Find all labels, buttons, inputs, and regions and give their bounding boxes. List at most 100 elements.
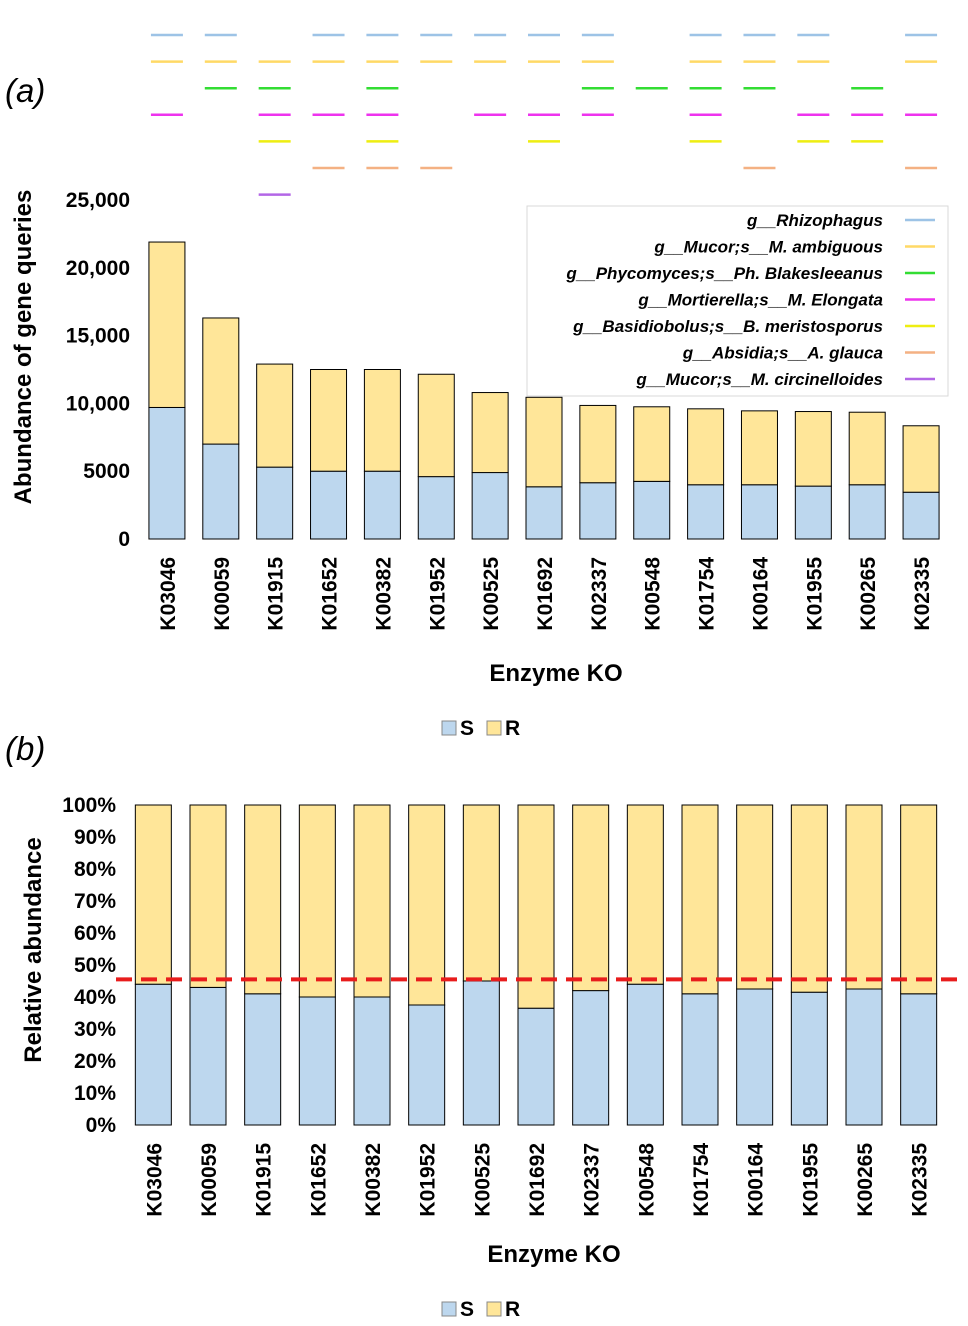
legend-swatch-s — [441, 720, 457, 736]
bar-segment-s — [244, 993, 282, 1126]
y-tick-label: 25,000 — [66, 189, 130, 212]
y-tick-label: 80% — [74, 858, 116, 881]
bar-segment-r — [902, 425, 940, 493]
bar-segment-r — [256, 363, 294, 468]
bar-segment-s — [353, 996, 391, 1126]
x-tick-label: K01652 — [319, 557, 342, 631]
bar-segment-s — [845, 988, 883, 1126]
x-tick-label: K02337 — [588, 557, 611, 631]
y-tick-label: 0% — [86, 1114, 117, 1137]
bar-segment-s — [900, 993, 938, 1126]
bar-segment-r — [736, 804, 774, 990]
x-tick-label: K00059 — [198, 1143, 221, 1217]
bar-segment-r — [579, 404, 617, 484]
x-tick-label: K00525 — [480, 557, 503, 631]
bar-segment-r — [202, 317, 240, 445]
x-tick-label: K02335 — [909, 1143, 932, 1217]
y-tick-label: 50% — [74, 954, 116, 977]
x-tick-label: K00265 — [857, 557, 880, 631]
bar-segment-r — [687, 408, 725, 486]
bar-segment-r — [517, 804, 555, 1009]
x-tick-label: K00382 — [362, 1143, 385, 1217]
bar-segment-s — [148, 406, 186, 540]
bar-segment-s — [310, 470, 348, 540]
taxa-presence-grid — [150, 33, 938, 196]
bar-segment-s — [134, 983, 172, 1126]
x-tick-label: K01915 — [253, 1143, 276, 1217]
y-tick-label: 100% — [62, 794, 116, 817]
bar-segment-r — [148, 241, 186, 408]
bar-segment-s — [363, 470, 401, 540]
bar-segment-s — [525, 486, 563, 540]
bar-segment-r — [298, 804, 336, 998]
y-tick-label: 30% — [74, 1018, 116, 1041]
chart-a: 0 5000 10,000 15,000 20,000 25,000 K03046 K000… — [10, 33, 949, 740]
bar-segment-s — [471, 472, 509, 540]
legend-label-s: S — [460, 1298, 474, 1321]
x-tick-label: K00548 — [635, 1143, 658, 1217]
x-tick-label: K01692 — [526, 1143, 549, 1217]
x-tick-label: K00164 — [745, 1143, 768, 1217]
legend-label-r: R — [505, 1298, 520, 1321]
chart-a-y-axis: 0 5000 10,000 15,000 20,000 25,000 — [66, 189, 130, 551]
bar-segment-r — [572, 804, 610, 992]
chart-b-x-ticks: K03046 K00059 K01915 K01652 K00382 K01952 K005… — [143, 1143, 931, 1217]
bar-segment-r — [462, 804, 500, 982]
bar-segment-r — [408, 804, 446, 1006]
x-tick-label: K03046 — [143, 1143, 166, 1217]
taxa-legend-label: g__Mucor;s__M. circinelloides — [635, 370, 883, 389]
bar-segment-s — [408, 1004, 446, 1126]
bar-segment-r — [189, 804, 227, 988]
bar-segment-s — [681, 993, 719, 1126]
bar-segment-s — [687, 484, 725, 540]
chart-a-x-label: Enzyme KO — [489, 660, 622, 687]
x-tick-label: K01915 — [265, 557, 288, 631]
taxa-legend-label: g__Basidiobolus;s__B. meristosporus — [572, 317, 883, 336]
x-tick-label: K00265 — [854, 1143, 877, 1217]
bar-segment-s — [848, 484, 886, 540]
y-tick-label: 60% — [74, 922, 116, 945]
x-tick-label: K02337 — [581, 1143, 604, 1217]
x-tick-label: K02335 — [911, 557, 934, 631]
y-tick-label: 70% — [74, 890, 116, 913]
legend-label-s: S — [460, 717, 474, 740]
bar-segment-r — [363, 369, 401, 472]
panel-a-label: (a) — [5, 72, 45, 109]
bar-segment-r — [794, 411, 832, 487]
bar-segment-s — [794, 485, 832, 540]
x-tick-label: K03046 — [157, 557, 180, 631]
bar-segment-s — [790, 991, 828, 1126]
taxa-legend-label: g__Mortierella;s__M. Elongata — [637, 291, 883, 310]
taxa-legend-label: g__Rhizophagus — [746, 211, 883, 230]
x-tick-label: K00525 — [471, 1143, 494, 1217]
bar-segment-r — [681, 804, 719, 995]
x-tick-label: K01754 — [696, 557, 719, 631]
bar-segment-s — [202, 443, 240, 540]
panel-b-label: (b) — [5, 730, 45, 767]
bar-segment-r — [310, 369, 348, 472]
taxa-legend-label: g__Mucor;s__M. ambiguous — [653, 238, 883, 257]
y-tick-label: 0 — [118, 528, 130, 551]
bar-segment-r — [848, 411, 886, 486]
bar-segment-r — [353, 804, 391, 998]
bar-segment-s — [626, 983, 664, 1126]
chart-b-bars — [134, 804, 938, 1126]
bar-segment-r — [525, 396, 563, 488]
bar-segment-s — [298, 996, 336, 1126]
y-tick-label: 10,000 — [66, 392, 130, 415]
bar-segment-r — [790, 804, 828, 993]
x-tick-label: K01692 — [534, 557, 557, 631]
taxa-legend-label: g__Absidia;s__A. glauca — [682, 344, 883, 363]
y-tick-label: 40% — [74, 986, 116, 1009]
chart-a-y-label: Abundance of gene queries — [10, 190, 37, 505]
x-tick-label: K01952 — [417, 1143, 440, 1217]
chart-a-x-ticks: K03046 K00059 K01915 K01652 K00382 K01952 K005… — [157, 557, 934, 631]
y-tick-label: 20,000 — [66, 257, 130, 280]
y-tick-label: 5000 — [83, 460, 130, 483]
bar-segment-s — [517, 1007, 555, 1126]
chart-b: 0% 10% 20% 30% 40% 50% 60% 70% 80% 90% 100% K03046… — [20, 794, 958, 1321]
bar-segment-s — [736, 988, 774, 1126]
legend-swatch-s — [441, 1301, 457, 1317]
